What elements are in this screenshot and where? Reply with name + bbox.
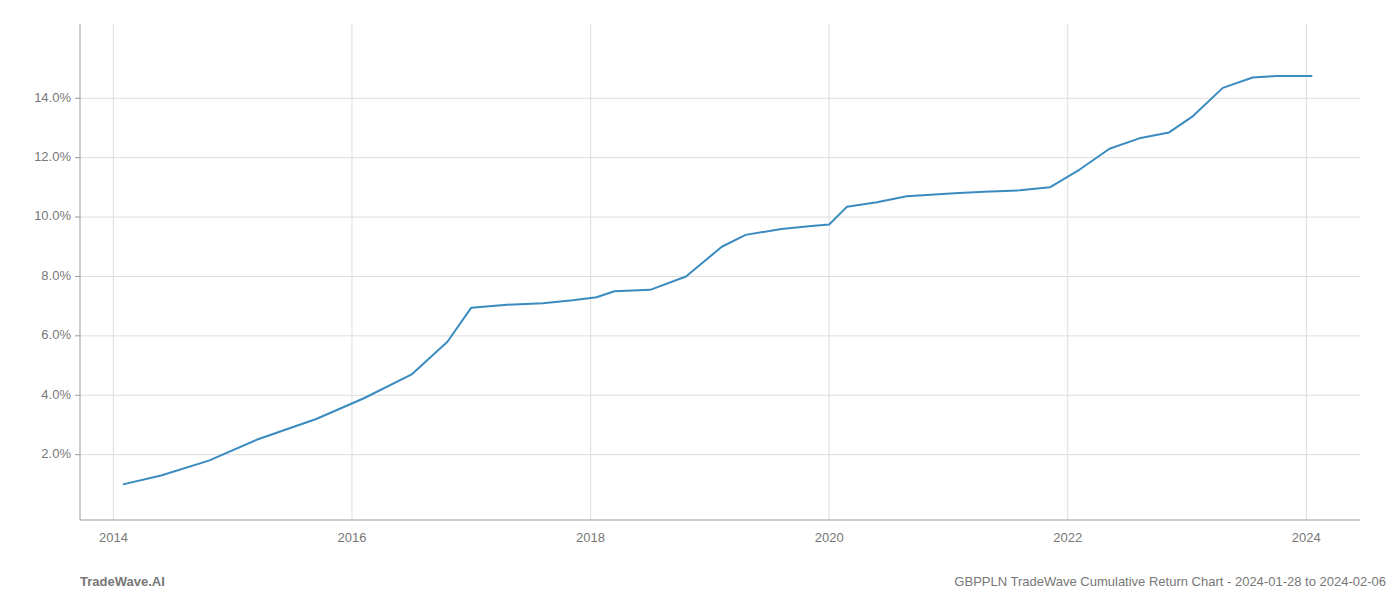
- x-tick-label: 2024: [1292, 530, 1321, 545]
- x-grid-line: [1067, 24, 1068, 520]
- x-grid-line: [1306, 24, 1307, 520]
- y-grid-line: [80, 276, 1360, 277]
- grid: [80, 24, 1360, 520]
- chart: 2.0% 4.0% 6.0% 8.0% 10.0% 12.0% 14.0% 2014 2016 2…: [0, 0, 1400, 600]
- x-tick-label: 2014: [99, 530, 128, 545]
- footer-right: GBPPLN TradeWave Cumulative Return Chart…: [954, 574, 1386, 589]
- y-tick-label: 12.0%: [34, 149, 71, 164]
- y-tick-label: 14.0%: [34, 90, 71, 105]
- y-tick: [75, 217, 80, 218]
- y-grid-line: [80, 335, 1360, 336]
- background: [0, 0, 1400, 600]
- y-tick-label: 10.0%: [34, 208, 71, 223]
- plot-area: [123, 76, 1312, 484]
- footer-left: TradeWave.AI: [80, 574, 165, 589]
- x-tick-label: 2022: [1053, 530, 1082, 545]
- y-tick-label: 6.0%: [41, 327, 71, 342]
- y-grid-line: [80, 217, 1360, 218]
- y-tick-label: 4.0%: [41, 387, 71, 402]
- x-axis-line: [80, 520, 1360, 521]
- y-grid-line: [80, 395, 1360, 396]
- y-tick: [75, 276, 80, 277]
- y-tick-label: 8.0%: [41, 268, 71, 283]
- series-line: [123, 76, 1312, 484]
- y-tick: [75, 395, 80, 396]
- x-grid-line: [351, 24, 352, 520]
- y-tick: [75, 157, 80, 158]
- y-tick: [75, 454, 80, 455]
- y-tick: [75, 335, 80, 336]
- x-tick-label: 2018: [576, 530, 605, 545]
- x-grid-line: [113, 24, 114, 520]
- y-grid-line: [80, 98, 1360, 99]
- y-grid-line: [80, 157, 1360, 158]
- y-tick-label: 2.0%: [41, 446, 71, 461]
- x-tick-label: 2020: [815, 530, 844, 545]
- y-tick: [75, 98, 80, 99]
- x-grid-line: [829, 24, 830, 520]
- x-tick-label: 2016: [338, 530, 367, 545]
- y-grid-line: [80, 454, 1360, 455]
- x-grid-line: [590, 24, 591, 520]
